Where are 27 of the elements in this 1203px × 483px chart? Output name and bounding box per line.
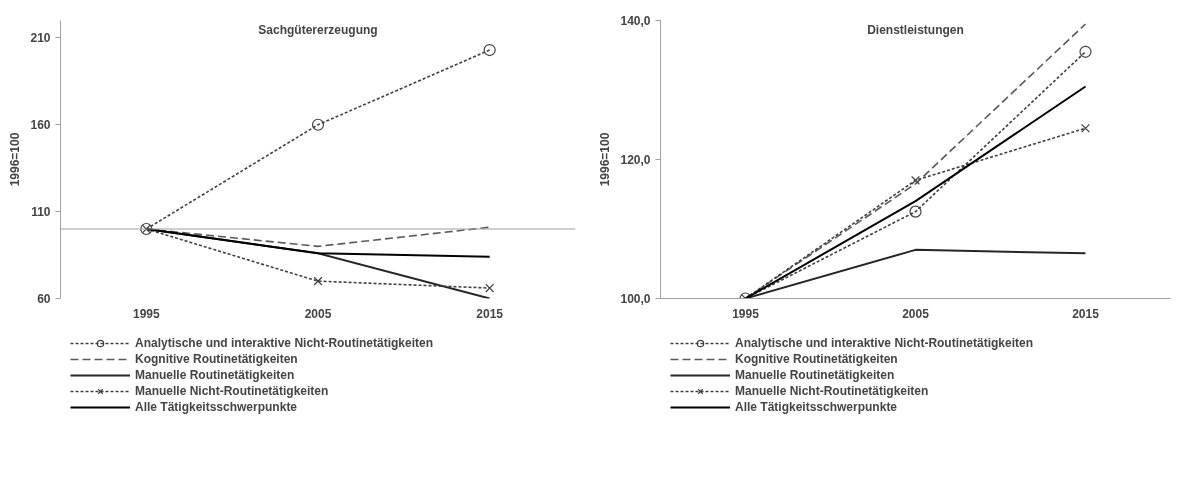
x-tick-label: 2015: [476, 306, 504, 321]
legend-label: Analytische und interaktive Nicht-Routinetätigkeiten: [135, 335, 434, 351]
legend-label: Manuelle Nicht-Routinetätigkeiten: [735, 383, 929, 399]
y-tick-label: 140,0: [620, 14, 651, 28]
x-tick-label: 2015: [1072, 306, 1100, 321]
y-tick-label: 120,0: [620, 153, 651, 167]
legend-label: Manuelle Routinetätigkeiten: [135, 367, 295, 383]
chart-title: Sachgütererzeugung: [258, 22, 378, 37]
y-tick-label: 60: [37, 292, 51, 306]
y-tick-label: 210: [30, 31, 51, 46]
y-tick-label: 110: [31, 205, 51, 220]
legend-label: Analytische und interaktive Nicht-Routinetätigkeiten: [735, 335, 1034, 351]
y-axis-title: 1996=100: [8, 132, 23, 187]
legend-label: Manuelle Nicht-Routinetätigkeiten: [135, 383, 329, 399]
y-axis-title: 1996=100: [598, 132, 613, 187]
legend-label: Manuelle Routinetätigkeiten: [735, 367, 895, 383]
y-tick-label: 160: [30, 118, 51, 133]
x-tick-label: 1995: [732, 306, 760, 321]
x-tick-label: 2005: [304, 306, 332, 321]
chart-title: Dienstleistungen: [867, 22, 964, 37]
legend-label: Alle Tätigkeitsschwerpunkte: [135, 399, 298, 415]
y-tick-label: 100,0: [620, 292, 651, 306]
legend-label: Kognitive Routinetätigkeiten: [735, 351, 898, 367]
x-tick-label: 1995: [132, 306, 161, 321]
legend-label: Kognitive Routinetätigkeiten: [135, 351, 298, 367]
legend-label: Alle Tätigkeitsschwerpunkte: [735, 399, 898, 415]
x-tick-label: 2005: [902, 306, 930, 321]
